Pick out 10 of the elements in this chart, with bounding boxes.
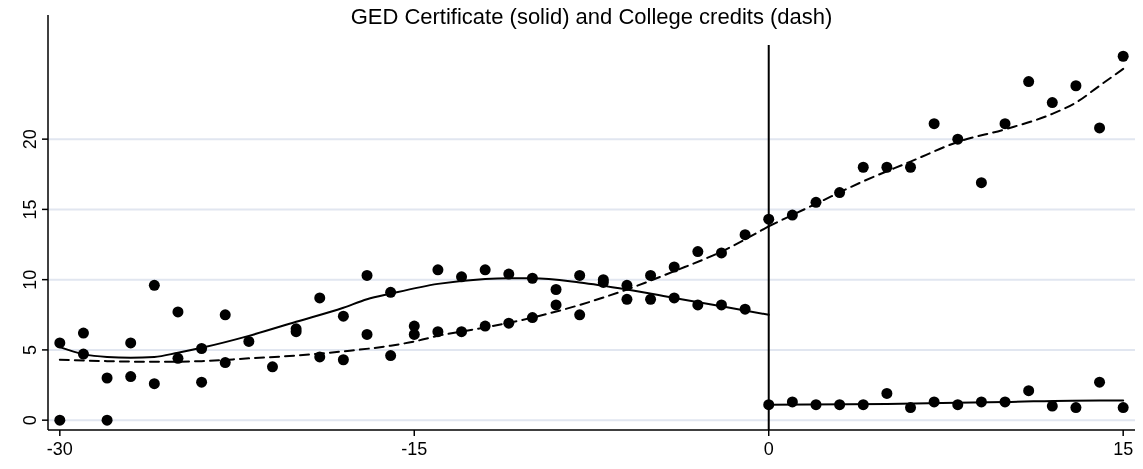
x-tick-label: 0 bbox=[763, 439, 774, 459]
y-tick-label: 5 bbox=[20, 344, 40, 355]
y-tick-label: 10 bbox=[20, 269, 40, 290]
x-tick-label: -15 bbox=[401, 439, 428, 459]
x-tick-label: 15 bbox=[1113, 439, 1134, 459]
x-tick-label: -30 bbox=[46, 439, 73, 459]
chart-title: GED Certificate (solid) and College credits (dash) bbox=[350, 4, 833, 29]
y-tick-label: 15 bbox=[20, 199, 40, 220]
y-tick-label: 0 bbox=[20, 415, 40, 426]
y-tick-label: 20 bbox=[20, 129, 40, 150]
